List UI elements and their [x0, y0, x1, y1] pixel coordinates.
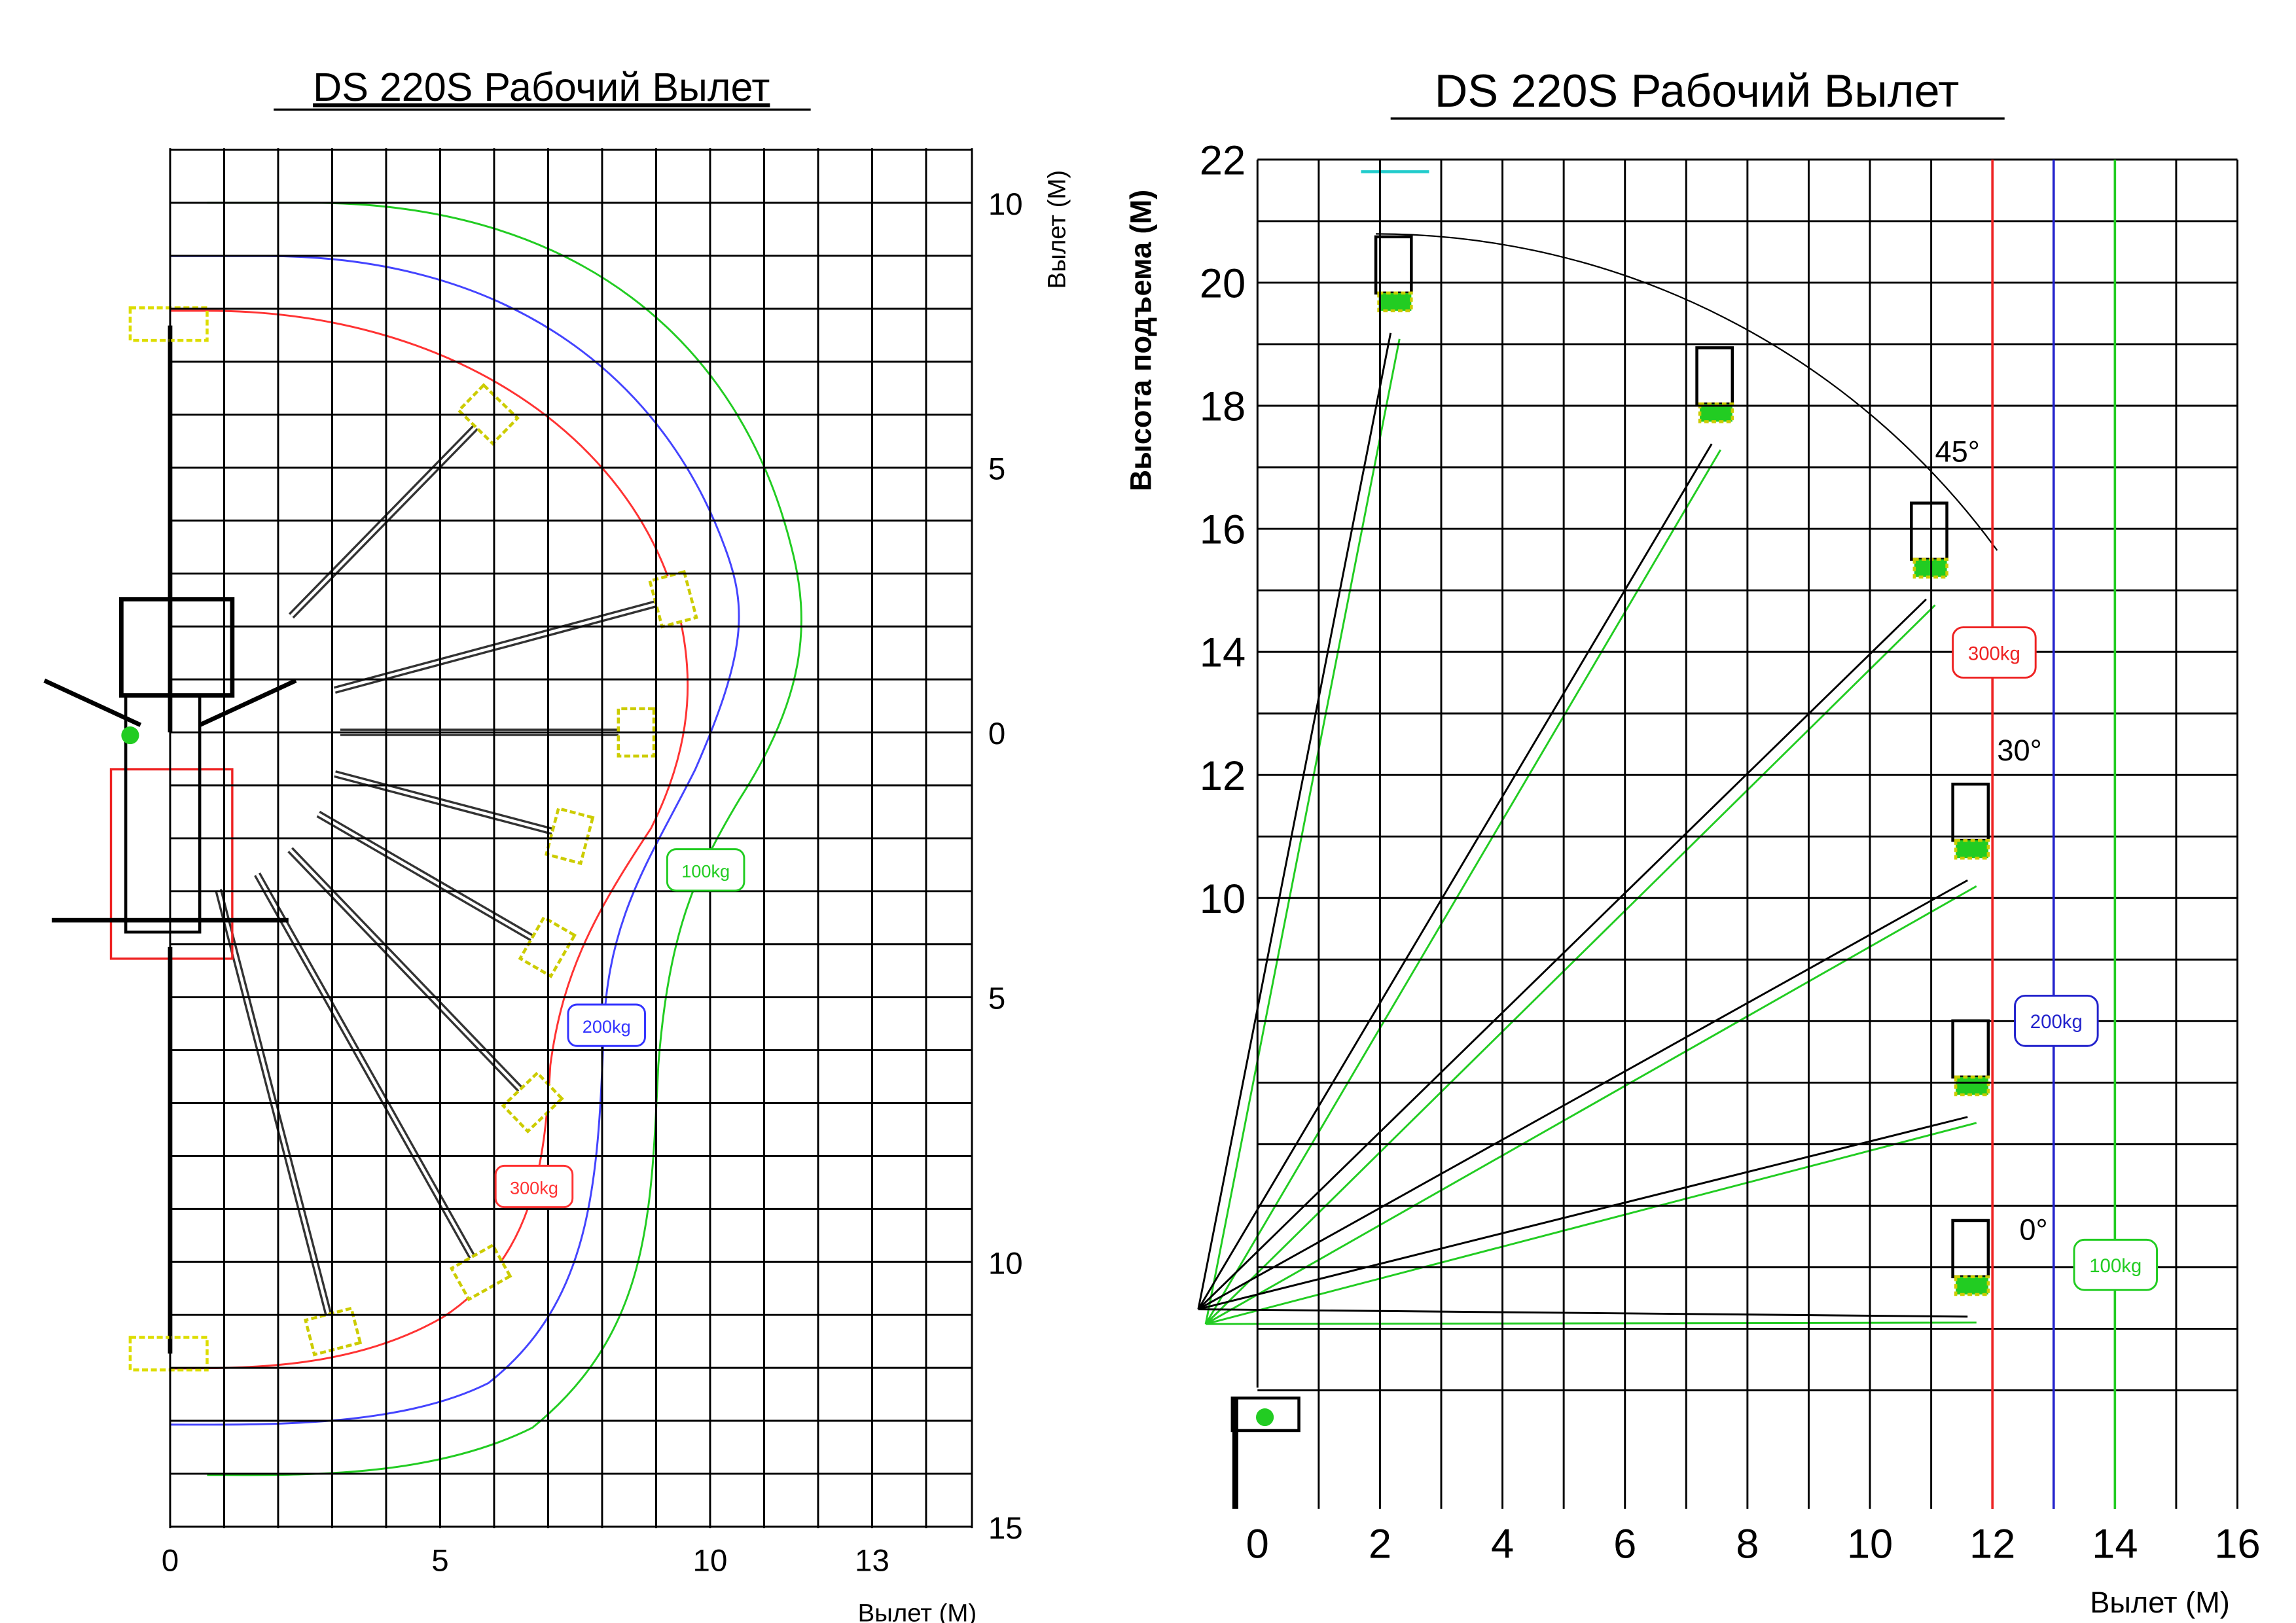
x-tick-label: 2 [1369, 1521, 1391, 1567]
x-tick-label: 16 [2214, 1521, 2260, 1567]
x-axis-label: Вылет (М) [2090, 1586, 2230, 1619]
angle-label: 45° [1935, 435, 1979, 468]
basket [1951, 1219, 1990, 1279]
load-label: 200kg [2030, 1011, 2083, 1033]
y-tick-label: 12 [1200, 753, 1246, 799]
boom [1198, 879, 1968, 1310]
envelope-200 [170, 255, 740, 1426]
boom-green [1205, 604, 1936, 1325]
y-tick-label: 5 [988, 982, 1005, 1016]
y-tick-label: 22 [1200, 137, 1246, 183]
basket-base [1698, 402, 1734, 423]
boom-inner [334, 597, 674, 692]
boom-inner [317, 812, 548, 948]
y-tick-label: 10 [988, 1246, 1023, 1281]
load-label-box [666, 848, 745, 892]
load-label: 300kg [1968, 643, 2020, 664]
basket [1951, 782, 1990, 842]
basket [1695, 346, 1734, 406]
x-tick-label: 0 [162, 1544, 179, 1578]
boom-green [1205, 1122, 1977, 1325]
load-label-box [567, 1003, 646, 1047]
x-tick-label: 10 [693, 1544, 728, 1578]
x-tick-label: 12 [1969, 1521, 2015, 1567]
angle-label: 0° [2019, 1213, 2047, 1246]
title: DS 220S Рабочий Вылет [1435, 65, 1960, 116]
basket [1910, 501, 1948, 561]
load-label: 100kg [2089, 1255, 2142, 1277]
x-tick-label: 14 [2092, 1521, 2138, 1567]
load-label-box [1952, 626, 2037, 679]
basket [544, 806, 595, 865]
x-tick-label: 13 [855, 1544, 889, 1578]
title: DS 220S Рабочий Вылет [313, 65, 770, 109]
x-tick-label: 5 [431, 1544, 448, 1578]
y-tick-label: 0 [988, 717, 1005, 751]
load-label: 100kg [681, 861, 730, 882]
x-tick-label: 4 [1491, 1521, 1514, 1567]
boom [1197, 598, 1927, 1310]
load-label-box [2014, 994, 2099, 1047]
boom-inner [217, 889, 334, 1332]
basket-base [1954, 1075, 1990, 1097]
basket-base [1377, 291, 1413, 313]
boom-green [1204, 338, 1401, 1325]
boom-green [1205, 885, 1977, 1325]
envelope-300 [170, 310, 689, 1370]
y-tick-label: 14 [1200, 630, 1246, 676]
boom [1198, 1116, 1968, 1311]
basket-base [1954, 1275, 1990, 1296]
boom [1198, 1308, 1968, 1318]
x-tick-label: 6 [1613, 1521, 1636, 1567]
x-axis-label: Вылет (М) [858, 1599, 977, 1623]
load-label: 300kg [510, 1177, 558, 1198]
load-label-box [494, 1164, 574, 1209]
base [1230, 1396, 1300, 1509]
boom-inner [334, 772, 570, 838]
basket [1951, 1019, 1990, 1079]
y-tick-label: 15 [988, 1511, 1023, 1546]
x-tick-label: 8 [1736, 1521, 1759, 1567]
y-tick-label: 20 [1200, 261, 1246, 307]
load-label-box [2073, 1238, 2159, 1291]
y-tick-label: 10 [988, 187, 1023, 222]
y-tick-label: 16 [1200, 507, 1246, 553]
basket-base [1954, 838, 1990, 860]
boom-inner [289, 848, 534, 1103]
x-tick-label: 10 [1847, 1521, 1893, 1567]
boom-inner [256, 873, 482, 1274]
y-tick-label: 18 [1200, 384, 1246, 430]
boom [1197, 443, 1713, 1310]
boom [1197, 332, 1392, 1310]
x-tick-label: 0 [1246, 1521, 1269, 1567]
angle-label: 30° [1997, 734, 2041, 767]
y-axis-label: Высота подъема (М) [1124, 190, 1158, 491]
y-axis-label: Вылет (М) [1043, 170, 1071, 289]
boom-green [1204, 449, 1722, 1325]
y-tick-label: 5 [988, 452, 1005, 487]
boom-inner [290, 413, 490, 617]
y-tick-label: 10 [1200, 876, 1246, 922]
basket [1374, 235, 1413, 295]
boom-green [1206, 1321, 1977, 1325]
load-label: 200kg [583, 1016, 631, 1037]
basket [449, 1243, 512, 1302]
